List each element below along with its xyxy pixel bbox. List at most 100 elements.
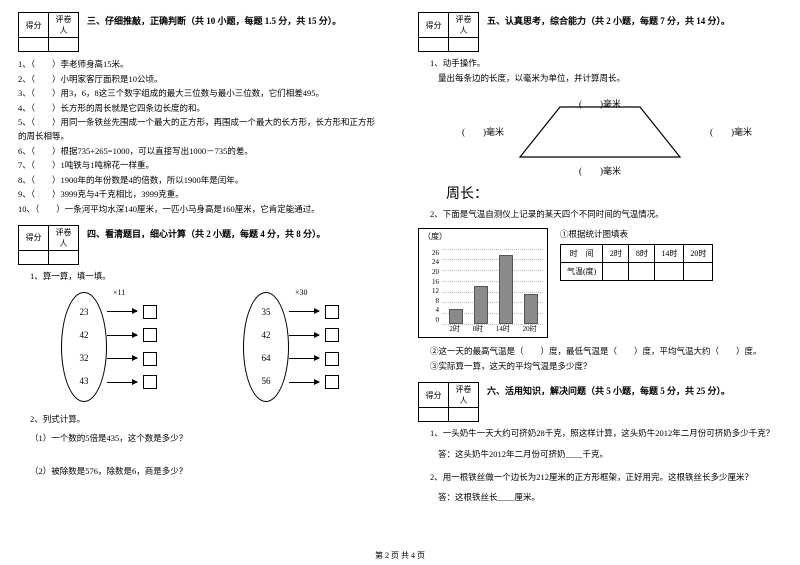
score-cell: [19, 250, 49, 264]
answer-box: [325, 328, 339, 342]
grader-label: 评卷人: [49, 13, 79, 38]
arrow-icon: [289, 335, 319, 336]
section6-q2: 2、用一根铁丝做一个边长为212厘米的正方形框架，正好用完。这根铁丝长多少厘米？: [430, 470, 782, 485]
trap-right-label: ( )毫米: [710, 125, 752, 138]
section5-q1-label: 1、动手操作。: [430, 56, 782, 71]
chart-bars: [443, 249, 543, 324]
score-label: 得分: [19, 225, 49, 250]
trapezoid-figure: ( )毫米 ( )毫米 ( )毫米 ( )毫米: [418, 97, 782, 177]
diagram-right: 35 42 64 56 ×30: [243, 292, 339, 402]
grader-label: 评卷人: [449, 13, 479, 38]
answer-box: [143, 375, 157, 389]
stat-caption: ①根据统计图填表: [560, 228, 713, 240]
xlabel: 2时: [449, 324, 460, 334]
right-arrows: ×30: [289, 292, 325, 402]
section6-title: 六、活用知识，解决问题（共 5 小题，每题 5 分，共 25 分）。: [487, 384, 730, 397]
ytick: 26: [425, 249, 439, 257]
section6-q1: 1、一头奶牛一天大约可挤奶28千克，照这样计算，这头奶牛2012年二月份可挤奶多…: [430, 426, 782, 441]
q3-8: 8、（ ）1900年的年份数是4的倍数，所以1900年是闰年。: [18, 174, 382, 188]
oval-num: 35: [262, 307, 271, 317]
grader-cell: [49, 38, 79, 52]
chart-y-unit: （度）: [423, 231, 447, 242]
bar-20h: [524, 294, 538, 324]
arrow-icon: [107, 311, 137, 312]
section5-note2: ②这一天的最高气温是（ ）度，最低气温是（ ）度，平均气温大约（ ）度。: [430, 344, 782, 359]
oval-num: 23: [80, 307, 89, 317]
score-cell: [419, 408, 449, 422]
chart-and-table: （度） 26 24 20 16 12 8 4 0: [418, 228, 782, 338]
diagram-left: 23 42 32 43 ×11: [61, 292, 157, 402]
section6-header: 得分评卷人 六、活用知识，解决问题（共 5 小题，每题 5 分，共 25 分）。: [418, 382, 782, 422]
q3-9: 9、（ ）3999克与4千克相比，3999克重。: [18, 188, 382, 202]
score-label: 得分: [419, 383, 449, 408]
trap-left-label: ( )毫米: [462, 125, 504, 138]
arrow-icon: [289, 311, 319, 312]
q3-6: 6、（ ）根据735+265=1000，可以直接写出1000－735的差。: [18, 145, 382, 159]
section3-questions: 1、（ ）李老师身高15米。 2、（ ）小明家客厅面积是10公顷。 3、（ ）用…: [18, 58, 382, 217]
q3-5: 5、（ ）用同一条铁丝先围成一个最大的正方形，再围成一个最大的长方形，长方形和正…: [18, 116, 382, 143]
left-oval: 23 42 32 43: [61, 292, 107, 402]
ytick: 16: [425, 278, 439, 286]
mult-label-left: ×11: [113, 288, 125, 297]
trap-top-label: ( )毫米: [579, 97, 621, 110]
stat-hdr-temp: 气温(度): [561, 262, 603, 280]
oval-num: 42: [80, 330, 89, 340]
right-oval: 35 42 64 56: [243, 292, 289, 402]
q3-3: 3、（ ）用3，6，8这三个数字组成的最大三位数与最小三位数，它们相差495。: [18, 87, 382, 101]
section4-title: 四、看清题目，细心计算（共 2 小题，每题 4 分，共 8 分）。: [87, 227, 326, 240]
grader-cell: [49, 250, 79, 264]
left-arrows: ×11: [107, 292, 143, 402]
q3-10: 10、（ ）一条河平均水深140厘米，一匹小马身高是160厘米，它肯定能通过。: [18, 203, 382, 217]
arrow-icon: [107, 382, 137, 383]
oval-num: 32: [80, 353, 89, 363]
right-column: 得分评卷人 五、认真思考，综合能力（共 2 小题，每题 7 分，共 14 分）。…: [400, 0, 800, 565]
xlabel: 14时: [496, 324, 510, 334]
stat-col-14h: 14时: [655, 244, 684, 262]
section6-q2-ans: 答：这根铁丝长____厘米。: [438, 491, 782, 503]
section5-q1-text: 量出每条边的长度，以毫米为单位，并计算周长。: [438, 71, 782, 86]
answer-box: [143, 305, 157, 319]
page-footer: 第 2 页 共 4 页: [0, 550, 800, 561]
q3-2: 2、（ ）小明家客厅面积是10公顷。: [18, 73, 382, 87]
q3-1: 1、（ ）李老师身高15米。: [18, 58, 382, 72]
ytick: 4: [425, 306, 439, 314]
mult-label-right: ×30: [295, 288, 308, 297]
temperature-bar-chart: （度） 26 24 20 16 12 8 4 0: [418, 228, 548, 338]
grader-label: 评卷人: [449, 383, 479, 408]
stat-cell: [603, 262, 629, 280]
perimeter-label: 周长：: [446, 183, 782, 203]
arrow-icon: [289, 382, 319, 383]
answer-box: [143, 352, 157, 366]
stat-cell: [655, 262, 684, 280]
score-table-4: 得分评卷人: [18, 225, 79, 265]
right-result-boxes: [325, 292, 339, 402]
score-label: 得分: [19, 13, 49, 38]
score-table-3: 得分评卷人: [18, 12, 79, 52]
ytick: 8: [425, 297, 439, 305]
stat-col-2h: 2时: [603, 244, 629, 262]
answer-box: [325, 352, 339, 366]
ytick: 0: [425, 316, 439, 324]
q3-4: 4、（ ）长方形的周长就是它四条边长度的和。: [18, 102, 382, 116]
chart-plot-area: [443, 249, 543, 324]
section3-header: 得分评卷人 三、仔细推敲，正确判断（共 10 小题，每题 1.5 分，共 15 …: [18, 12, 382, 52]
section5-header: 得分评卷人 五、认真思考，综合能力（共 2 小题，每题 7 分，共 14 分）。: [418, 12, 782, 52]
stat-col-8h: 8时: [629, 244, 655, 262]
grader-cell: [449, 38, 479, 52]
bar-14h: [499, 255, 513, 324]
arrow-icon: [107, 335, 137, 336]
ytick: 20: [425, 268, 439, 276]
section4-q2-sub2: （2）被除数是576，除数是6，商是多少？: [30, 464, 382, 479]
oval-num: 64: [262, 353, 271, 363]
section3-title: 三、仔细推敲，正确判断（共 10 小题，每题 1.5 分，共 15 分）。: [87, 14, 341, 27]
stat-hdr-time: 时 间: [561, 244, 603, 262]
answer-box: [143, 328, 157, 342]
trap-bottom-label: ( )毫米: [579, 164, 621, 177]
chart-x-labels: 2时 8时 14时 20时: [443, 324, 543, 334]
bar-8h: [474, 286, 488, 324]
score-table-5: 得分评卷人: [418, 12, 479, 52]
score-table-6: 得分评卷人: [418, 382, 479, 422]
ytick: 24: [425, 258, 439, 266]
section4-q1-label: 1、算一算，填一填。: [30, 269, 382, 284]
chart-y-ticks: 26 24 20 16 12 8 4 0: [425, 249, 439, 324]
